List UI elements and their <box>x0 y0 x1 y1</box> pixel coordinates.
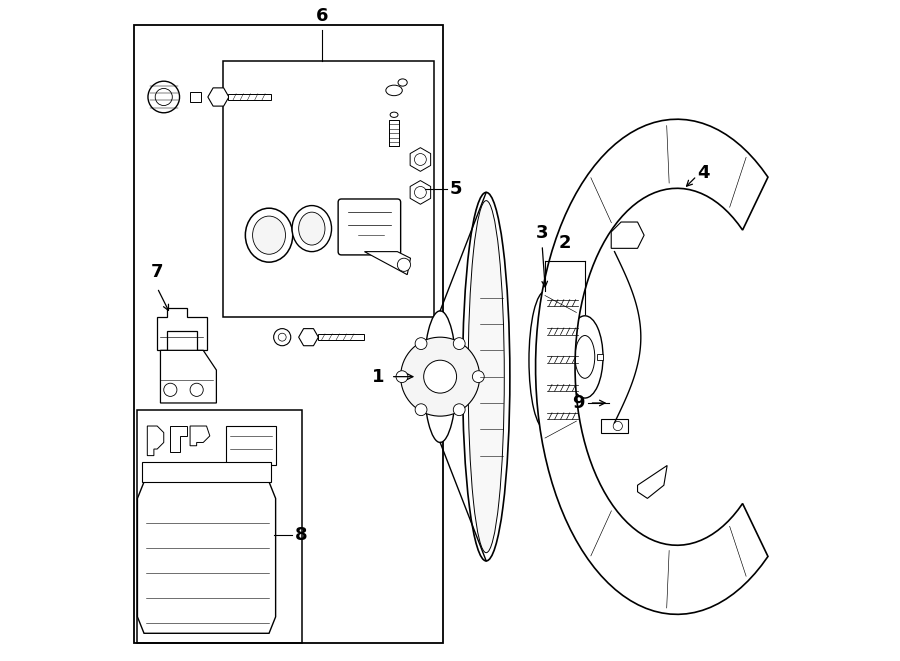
Text: 4: 4 <box>697 164 709 182</box>
Circle shape <box>164 383 177 397</box>
Polygon shape <box>601 420 627 432</box>
Circle shape <box>415 186 427 198</box>
FancyBboxPatch shape <box>338 199 400 255</box>
Circle shape <box>415 153 427 165</box>
Polygon shape <box>142 462 271 482</box>
Ellipse shape <box>424 311 456 442</box>
Circle shape <box>396 371 408 383</box>
Text: 6: 6 <box>315 7 328 24</box>
Circle shape <box>454 338 465 350</box>
Polygon shape <box>637 465 667 498</box>
Circle shape <box>415 338 427 350</box>
Circle shape <box>190 383 203 397</box>
Circle shape <box>398 258 410 272</box>
Text: 9: 9 <box>572 394 585 412</box>
Ellipse shape <box>575 336 595 378</box>
Polygon shape <box>226 426 275 465</box>
Text: 8: 8 <box>295 525 308 543</box>
Circle shape <box>424 360 456 393</box>
Ellipse shape <box>390 112 398 118</box>
Polygon shape <box>190 92 202 102</box>
Circle shape <box>454 404 465 416</box>
Circle shape <box>278 333 286 341</box>
Polygon shape <box>170 426 187 452</box>
Text: 5: 5 <box>450 180 463 198</box>
Ellipse shape <box>253 216 285 254</box>
Circle shape <box>274 329 291 346</box>
Polygon shape <box>138 482 275 633</box>
Ellipse shape <box>292 206 331 252</box>
Ellipse shape <box>529 291 562 429</box>
Polygon shape <box>190 426 210 446</box>
Bar <box>566 354 573 360</box>
Text: 1: 1 <box>372 368 384 385</box>
Text: 2: 2 <box>559 233 572 252</box>
Bar <box>318 334 364 340</box>
Bar <box>223 61 434 317</box>
Circle shape <box>148 81 179 113</box>
Ellipse shape <box>398 79 407 86</box>
Text: 3: 3 <box>536 224 548 242</box>
Circle shape <box>415 404 427 416</box>
Ellipse shape <box>246 208 292 262</box>
Text: 7: 7 <box>151 263 164 281</box>
Bar <box>597 354 603 360</box>
Ellipse shape <box>463 192 510 561</box>
Ellipse shape <box>386 85 402 96</box>
Ellipse shape <box>567 316 603 398</box>
Ellipse shape <box>400 337 480 416</box>
Bar <box>134 24 444 643</box>
Polygon shape <box>158 307 206 350</box>
Bar <box>138 410 302 643</box>
Bar <box>229 94 271 100</box>
Circle shape <box>155 89 172 106</box>
Ellipse shape <box>299 212 325 245</box>
Polygon shape <box>611 222 644 249</box>
Circle shape <box>613 422 623 430</box>
Polygon shape <box>364 252 410 275</box>
Polygon shape <box>160 350 216 403</box>
Polygon shape <box>536 119 768 614</box>
Polygon shape <box>148 426 164 455</box>
Circle shape <box>472 371 484 383</box>
Ellipse shape <box>468 201 504 553</box>
